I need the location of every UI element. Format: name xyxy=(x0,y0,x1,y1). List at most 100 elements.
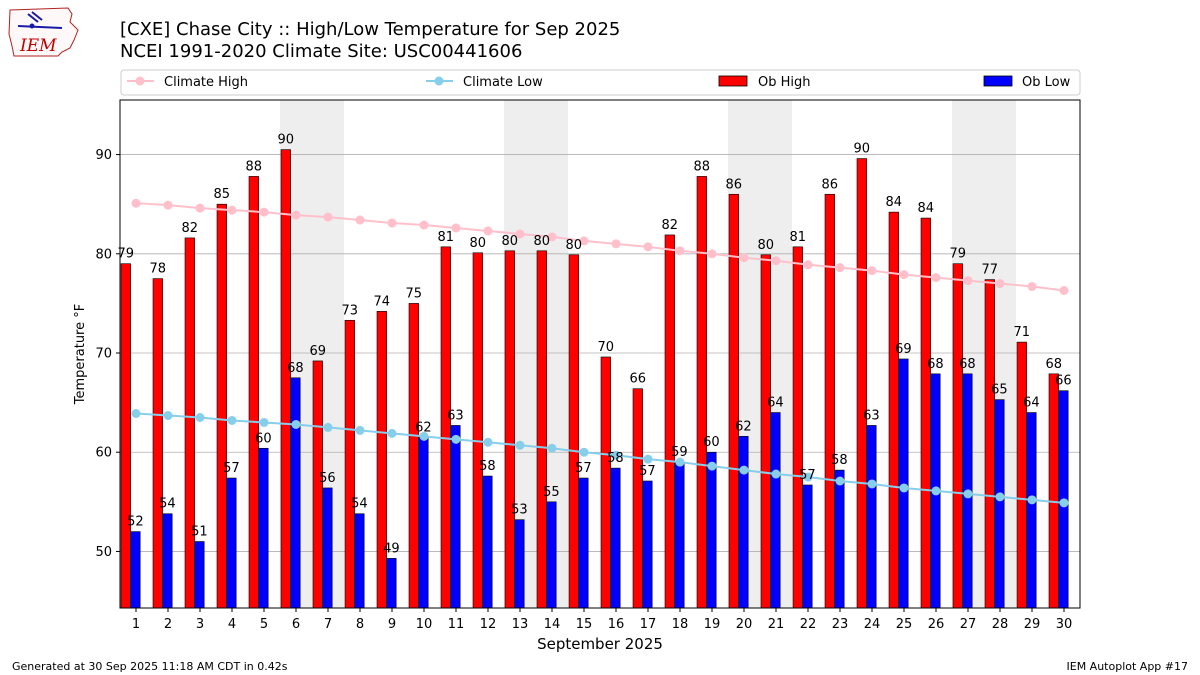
climate-low-point xyxy=(707,461,717,471)
climate-high-point xyxy=(163,200,173,210)
climate-low-point xyxy=(355,425,365,435)
x-tick-label: 11 xyxy=(448,617,465,632)
legend-ob-high: Ob High xyxy=(758,75,811,90)
bar-low xyxy=(706,451,717,609)
bar-high xyxy=(760,254,771,609)
bar-high-label: 74 xyxy=(374,294,391,309)
climate-low-point xyxy=(323,422,333,432)
plot-area: 79 78 82 85 88 90 69 73 74 75 81 80 80 80 80 70 66 82 88 86… xyxy=(118,99,1081,609)
x-tick-label: 13 xyxy=(512,617,529,632)
bar-high xyxy=(440,246,451,609)
climate-low-point xyxy=(195,413,205,422)
bar-low xyxy=(450,425,461,609)
climate-high-point xyxy=(355,215,365,225)
climate-low-point xyxy=(259,417,269,427)
bar-high xyxy=(696,176,707,609)
x-tick-label: 21 xyxy=(768,617,785,632)
climate-high-point xyxy=(739,253,749,263)
bar-high xyxy=(184,237,195,609)
bar-low xyxy=(674,461,685,609)
x-tick-label: 17 xyxy=(640,617,657,632)
climate-low-line xyxy=(135,412,1065,504)
bar-high xyxy=(568,254,579,609)
bar-high xyxy=(824,193,835,609)
bar-low xyxy=(386,558,397,609)
x-tick-label: 8 xyxy=(356,617,364,632)
gridlines xyxy=(120,154,1080,552)
climate-low-point xyxy=(483,437,493,447)
bar-low xyxy=(482,475,493,609)
climate-high-point xyxy=(131,198,141,208)
y-axis-label: Temperature °F xyxy=(73,304,88,405)
bar-high xyxy=(1048,373,1059,609)
climate-low-point xyxy=(131,409,141,419)
bar-high xyxy=(1016,341,1027,609)
bar-high-label: 70 xyxy=(598,340,615,355)
bar-low-label: 66 xyxy=(1055,374,1072,389)
iem-logo: IEM xyxy=(8,7,79,57)
bar-low xyxy=(802,484,813,609)
bar-low xyxy=(738,436,749,609)
bar-low-label: 65 xyxy=(991,383,1008,398)
bar-low-label: 59 xyxy=(671,445,688,460)
x-tick-label: 25 xyxy=(896,617,913,632)
bar-low xyxy=(898,358,909,609)
climate-high-point xyxy=(899,270,909,280)
x-tick-label: 2 xyxy=(164,617,172,632)
bar-low-label: 69 xyxy=(895,342,912,357)
climate-high-point xyxy=(1059,286,1069,295)
bar-high xyxy=(280,149,291,609)
climate-low-point xyxy=(835,476,845,486)
climate-low-point xyxy=(547,443,557,453)
bar-high-label: 81 xyxy=(438,230,455,245)
bar-high-label: 80 xyxy=(758,238,775,253)
climate-low-point xyxy=(1027,495,1037,505)
bar-high-label: 77 xyxy=(982,263,999,278)
bar-high-label: 85 xyxy=(214,187,231,202)
bar-low xyxy=(866,425,877,609)
climate-low-point xyxy=(771,469,781,479)
legend-climate-low-marker xyxy=(434,76,444,86)
bar-low-label: 52 xyxy=(127,515,144,530)
bar-low-label: 68 xyxy=(927,357,944,372)
climate-low-point xyxy=(1059,498,1069,508)
climate-low-point xyxy=(643,454,653,464)
bar-low xyxy=(514,519,525,609)
bar-high xyxy=(984,279,995,609)
climate-low-point xyxy=(163,411,173,421)
bar-low-label: 63 xyxy=(447,408,464,423)
bar-low xyxy=(162,513,173,609)
climate-high-point xyxy=(451,223,461,233)
bar-low-label: 60 xyxy=(255,431,272,446)
chart-title-2: NCEI 1991-2020 Climate Site: USC00441606 xyxy=(120,41,522,62)
climate-low-point xyxy=(515,440,525,450)
climate-high-point xyxy=(643,242,653,252)
x-tick-label: 6 xyxy=(292,617,300,632)
x-tick-label: 12 xyxy=(480,617,497,632)
bar-low xyxy=(322,487,333,609)
climate-low-point xyxy=(579,447,589,457)
climate-high-point xyxy=(675,246,685,256)
bar-low xyxy=(258,447,269,609)
bar-high xyxy=(472,252,483,609)
bar-high-label: 69 xyxy=(310,344,327,359)
climate-high-point xyxy=(419,220,429,230)
bar-low xyxy=(610,467,621,609)
climate-low-point xyxy=(675,457,685,467)
bar-high-label: 73 xyxy=(342,303,359,318)
climate-high-point xyxy=(867,266,877,276)
climate-high-point xyxy=(579,236,589,246)
climate-low-point xyxy=(867,479,877,489)
climate-high-point xyxy=(1027,282,1037,292)
legend-ob-low: Ob Low xyxy=(1022,75,1071,90)
x-tick-label: 19 xyxy=(704,617,721,632)
bar-high-label: 68 xyxy=(1046,357,1063,372)
chart-title-1: [CXE] Chase City :: High/Low Temperature… xyxy=(120,19,620,40)
bar-low-label: 57 xyxy=(639,464,656,479)
bar-low-label: 54 xyxy=(159,497,176,512)
climate-high-point xyxy=(931,273,941,283)
x-tick-label: 7 xyxy=(324,617,332,632)
bar-low xyxy=(834,469,845,609)
climate-low-point xyxy=(803,472,813,482)
climate-low-point xyxy=(995,492,1005,502)
